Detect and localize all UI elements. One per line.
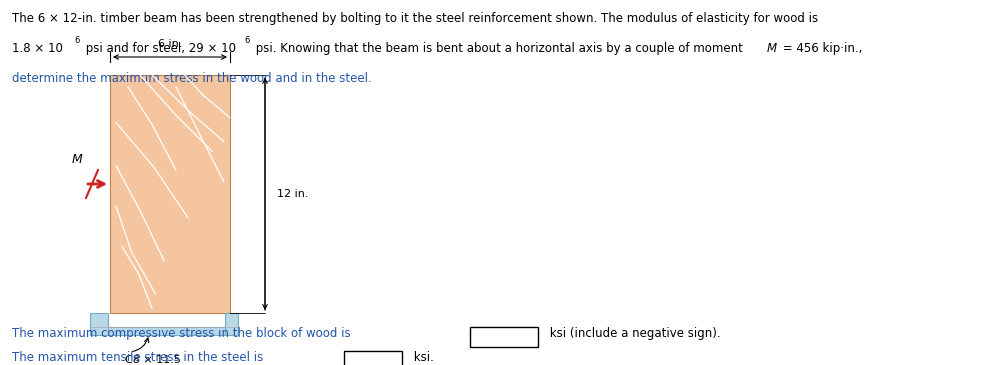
Text: 6: 6 xyxy=(244,36,249,45)
Text: The maximum tensile stress in the steel is: The maximum tensile stress in the steel … xyxy=(12,351,263,364)
Text: psi and for steel, 29 × 10: psi and for steel, 29 × 10 xyxy=(82,42,236,55)
Text: C8 × 11.5: C8 × 11.5 xyxy=(125,355,181,365)
Text: M: M xyxy=(72,153,83,166)
Bar xyxy=(110,75,230,313)
Text: ksi.: ksi. xyxy=(410,351,433,364)
Text: = 456 kip·in.,: = 456 kip·in., xyxy=(779,42,863,55)
Bar xyxy=(90,327,238,335)
Bar xyxy=(225,313,238,335)
Text: The maximum compressive stress in the block of wood is: The maximum compressive stress in the bl… xyxy=(12,327,351,340)
Text: psi. Knowing that the beam is bent about a horizontal axis by a couple of moment: psi. Knowing that the beam is bent about… xyxy=(252,42,746,55)
Bar xyxy=(90,313,108,335)
Text: 1.8 × 10: 1.8 × 10 xyxy=(12,42,63,55)
Text: 6 in.: 6 in. xyxy=(158,39,182,49)
Text: determine the maximum stress in the wood and in the steel.: determine the maximum stress in the wood… xyxy=(12,72,372,85)
Text: M: M xyxy=(767,42,777,55)
Text: 6: 6 xyxy=(74,36,80,45)
Text: ksi (include a negative sign).: ksi (include a negative sign). xyxy=(546,327,721,340)
Text: The 6 × 12-in. timber beam has been strengthened by bolting to it the steel rein: The 6 × 12-in. timber beam has been stre… xyxy=(12,12,818,25)
Text: 12 in.: 12 in. xyxy=(277,189,308,199)
Bar xyxy=(344,351,402,365)
Bar xyxy=(470,327,538,347)
